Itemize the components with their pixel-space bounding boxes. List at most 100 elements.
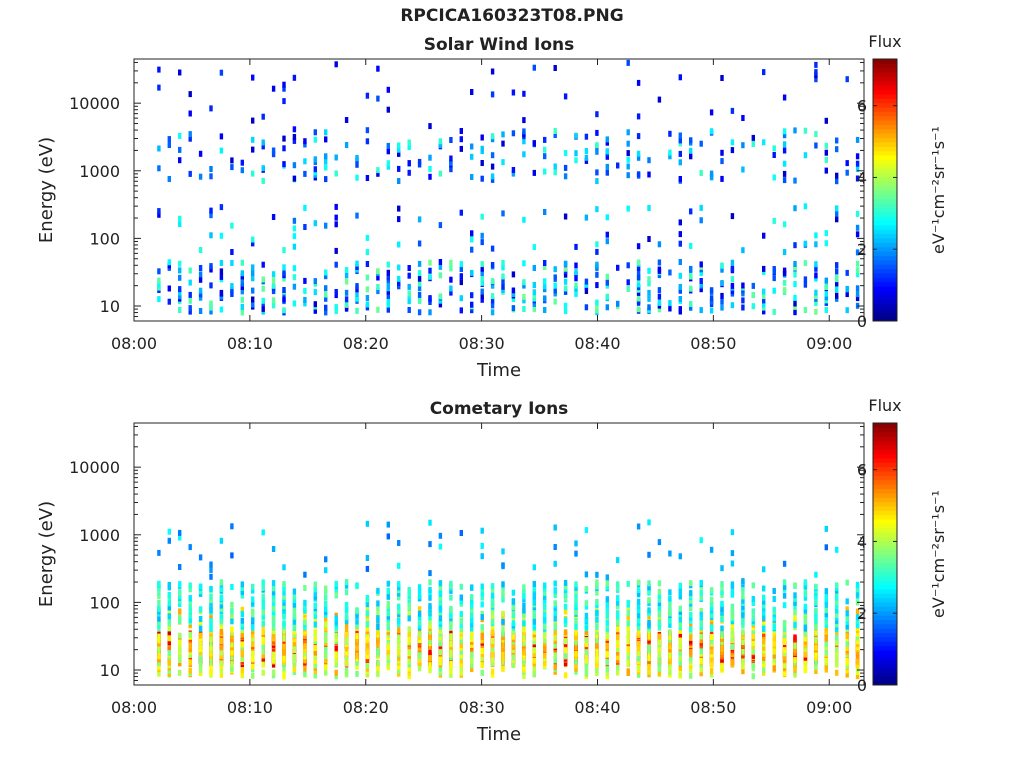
data-cell [188,612,192,619]
data-cell [782,160,787,167]
data-cell [720,616,724,623]
data-cell [386,142,390,149]
data-cell [855,271,860,278]
data-cell [282,247,286,254]
data-cell [647,236,651,242]
data-cell [261,609,265,616]
colorbar-segment [873,233,897,239]
data-cell [230,601,234,608]
data-cell [647,304,651,311]
data-cell [709,596,714,603]
data-cell [824,240,828,247]
x-tick-label: 09:00 [806,698,852,717]
data-cell [324,556,328,563]
data-cell [157,659,161,666]
data-cell [271,624,276,631]
data-cell [636,655,641,662]
colorbar-segment [873,102,897,108]
data-cell [730,213,735,220]
data-cell [720,625,724,632]
data-cell [459,209,463,216]
data-cell [720,158,724,165]
data-cell [334,154,338,161]
colorbar-segment [873,636,897,642]
data-cell [699,666,703,673]
data-cell [751,582,755,589]
data-cell [511,89,516,96]
data-cell [699,670,703,677]
data-cell [709,128,714,135]
data-cell [772,287,776,294]
data-cell [480,275,484,281]
data-cell [376,628,380,635]
data-cell [835,599,839,606]
data-cell [334,580,338,587]
data-cell [636,171,641,178]
data-cell [490,302,495,309]
data-cell [730,643,735,650]
data-cell [230,552,234,559]
data-cell [313,635,317,642]
data-cell [824,297,828,304]
data-cell [397,216,401,223]
data-cell [334,644,338,651]
data-cell [438,603,443,610]
data-cell [324,176,328,183]
data-cell [313,289,317,296]
data-cell [386,306,390,313]
data-cell [438,656,443,663]
data-cell [167,592,171,598]
data-cell [605,273,609,280]
data-cell [553,587,557,594]
data-cell [480,296,484,303]
data-cell [157,208,161,215]
data-cell [219,653,224,660]
data-cell [428,541,432,548]
x-tick-label: 09:00 [806,334,852,353]
data-cell [762,661,766,668]
data-cell [480,239,484,246]
data-cell [376,623,380,630]
data-cell [480,590,484,597]
data-cell [251,240,255,247]
data-cell [553,298,557,305]
data-cell [334,292,338,299]
data-cell [782,579,787,586]
data-cell [782,279,787,286]
x-tick-label: 08:40 [574,334,620,353]
data-cell [178,289,182,296]
data-cell [334,591,338,598]
data-cell [574,132,578,139]
data-cell [417,584,422,591]
data-cell [230,222,234,229]
data-cell [647,633,651,640]
data-cell [417,291,422,298]
data-cell [271,585,276,592]
data-cell [741,648,745,655]
data-cell [501,610,505,617]
data-cell [626,668,630,675]
data-cell [814,618,818,625]
data-cell [668,615,672,622]
data-cell [324,273,328,280]
data-cell [730,529,735,536]
data-cell [324,295,328,302]
data-cell [595,248,599,255]
data-cell [522,282,526,289]
colorbar-label: eV⁻¹cm⁻²sr⁻¹s⁻¹ [929,126,948,254]
data-cell [553,652,557,659]
data-cell [449,265,453,272]
data-cell [324,621,328,627]
data-cell [741,618,745,625]
data-cell [167,142,171,148]
data-cell [198,625,203,632]
data-cell [198,646,203,653]
data-cell [365,520,370,527]
data-cell [313,662,317,669]
data-cell [657,539,662,546]
data-cell [595,623,599,630]
data-cell [855,285,860,292]
colorbar-segment [873,479,897,485]
data-cell [251,170,255,177]
data-cell [730,609,735,616]
